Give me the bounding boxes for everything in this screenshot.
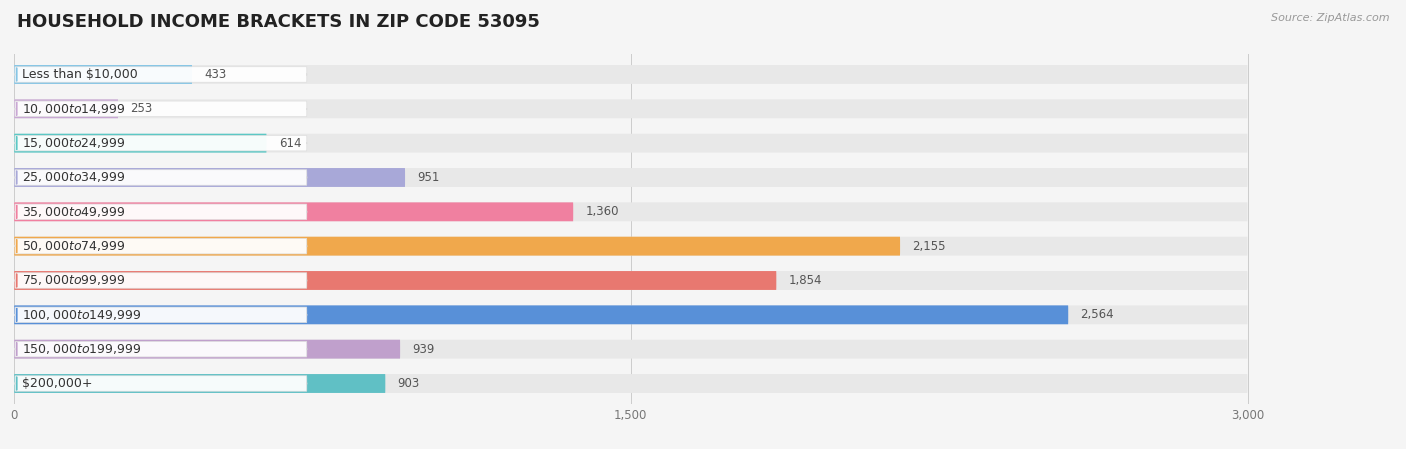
FancyBboxPatch shape bbox=[14, 134, 267, 153]
Text: 1,854: 1,854 bbox=[789, 274, 823, 287]
FancyBboxPatch shape bbox=[14, 99, 1247, 118]
Text: 2,155: 2,155 bbox=[912, 240, 946, 253]
Text: $200,000+: $200,000+ bbox=[21, 377, 93, 390]
FancyBboxPatch shape bbox=[15, 273, 307, 288]
FancyBboxPatch shape bbox=[14, 305, 1069, 324]
FancyBboxPatch shape bbox=[14, 237, 900, 255]
Text: $15,000 to $24,999: $15,000 to $24,999 bbox=[21, 136, 125, 150]
FancyBboxPatch shape bbox=[15, 170, 307, 185]
FancyBboxPatch shape bbox=[14, 202, 1247, 221]
Text: Less than $10,000: Less than $10,000 bbox=[21, 68, 138, 81]
Text: $150,000 to $199,999: $150,000 to $199,999 bbox=[21, 342, 141, 356]
Text: 433: 433 bbox=[204, 68, 226, 81]
FancyBboxPatch shape bbox=[15, 136, 307, 151]
Text: 614: 614 bbox=[278, 136, 301, 150]
Text: 253: 253 bbox=[131, 102, 153, 115]
Text: 903: 903 bbox=[398, 377, 420, 390]
FancyBboxPatch shape bbox=[14, 305, 1247, 324]
Text: $75,000 to $99,999: $75,000 to $99,999 bbox=[21, 273, 125, 287]
FancyBboxPatch shape bbox=[14, 65, 1247, 84]
FancyBboxPatch shape bbox=[15, 101, 307, 117]
Text: 939: 939 bbox=[412, 343, 434, 356]
FancyBboxPatch shape bbox=[14, 271, 1247, 290]
FancyBboxPatch shape bbox=[14, 99, 118, 118]
FancyBboxPatch shape bbox=[15, 341, 307, 357]
Text: $35,000 to $49,999: $35,000 to $49,999 bbox=[21, 205, 125, 219]
FancyBboxPatch shape bbox=[14, 340, 401, 359]
FancyBboxPatch shape bbox=[15, 67, 307, 82]
FancyBboxPatch shape bbox=[15, 238, 307, 254]
Text: $25,000 to $34,999: $25,000 to $34,999 bbox=[21, 171, 125, 185]
FancyBboxPatch shape bbox=[14, 374, 1247, 393]
FancyBboxPatch shape bbox=[15, 376, 307, 391]
Text: $50,000 to $74,999: $50,000 to $74,999 bbox=[21, 239, 125, 253]
FancyBboxPatch shape bbox=[14, 168, 405, 187]
Text: $100,000 to $149,999: $100,000 to $149,999 bbox=[21, 308, 141, 322]
FancyBboxPatch shape bbox=[14, 340, 1247, 359]
Text: HOUSEHOLD INCOME BRACKETS IN ZIP CODE 53095: HOUSEHOLD INCOME BRACKETS IN ZIP CODE 53… bbox=[17, 13, 540, 31]
Text: 2,564: 2,564 bbox=[1081, 308, 1114, 321]
FancyBboxPatch shape bbox=[14, 237, 1247, 255]
FancyBboxPatch shape bbox=[14, 271, 776, 290]
FancyBboxPatch shape bbox=[15, 204, 307, 220]
FancyBboxPatch shape bbox=[14, 202, 574, 221]
FancyBboxPatch shape bbox=[14, 65, 193, 84]
Text: $10,000 to $14,999: $10,000 to $14,999 bbox=[21, 102, 125, 116]
FancyBboxPatch shape bbox=[14, 134, 1247, 153]
FancyBboxPatch shape bbox=[14, 374, 385, 393]
Text: 951: 951 bbox=[418, 171, 440, 184]
Text: 1,360: 1,360 bbox=[585, 205, 619, 218]
Text: Source: ZipAtlas.com: Source: ZipAtlas.com bbox=[1271, 13, 1389, 23]
FancyBboxPatch shape bbox=[14, 168, 1247, 187]
FancyBboxPatch shape bbox=[15, 307, 307, 322]
